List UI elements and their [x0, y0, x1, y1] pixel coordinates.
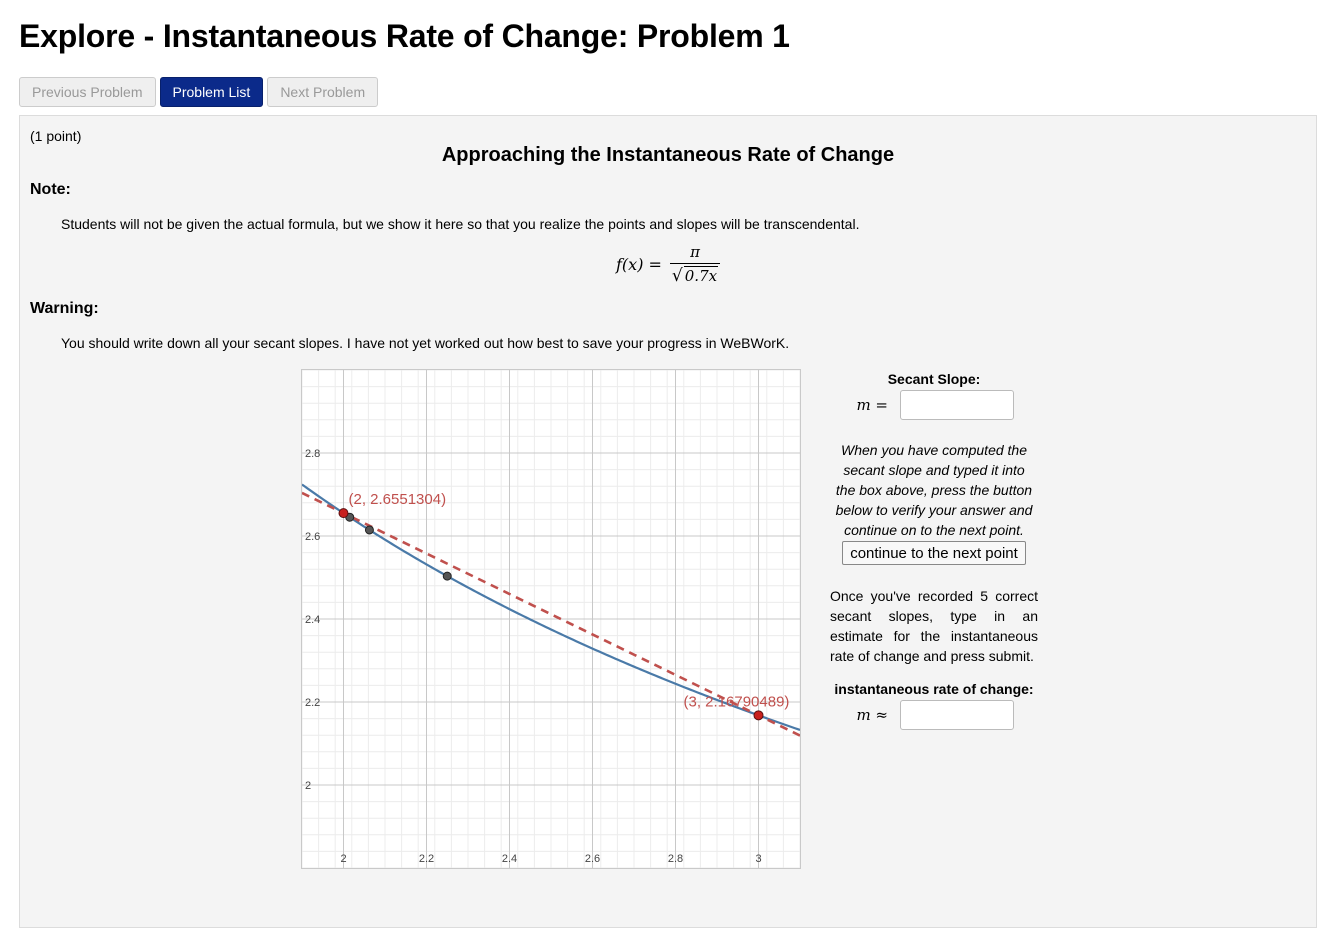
- irc-heading: instantaneous rate of change:: [834, 681, 1034, 697]
- continue-button[interactable]: continue to the next point: [842, 541, 1026, 565]
- estimate-instructions: Once you've recorded 5 correct secant sl…: [830, 588, 1038, 664]
- endpoint[interactable]: [338, 508, 349, 519]
- problem-list-button[interactable]: Problem List: [159, 77, 264, 107]
- y-tick-label: 2: [305, 780, 311, 792]
- formula-denominator: √ 0.7x: [669, 262, 721, 286]
- formula-radicand: 0.7x: [683, 265, 719, 285]
- instructions-text: When you have computed the secant slope …: [835, 442, 1033, 538]
- page-title: Explore - Instantaneous Rate of Change: …: [19, 18, 790, 54]
- note-text: Students will not be given the actual fo…: [61, 216, 860, 232]
- formula-lhs: f(x) =: [616, 254, 662, 274]
- y-tick-label: 2.2: [305, 697, 320, 709]
- secant-m-label: m =: [856, 396, 888, 414]
- note-label: Note:: [30, 181, 71, 198]
- function-curve: [302, 483, 800, 731]
- y-tick-label: 2.8: [305, 448, 320, 460]
- answer-sidebar: Secant Slope: m = When you have computed…: [830, 369, 1038, 730]
- x-tick-label: 2.2: [419, 853, 434, 865]
- formula-fraction: π √ 0.7x: [669, 242, 721, 286]
- secant-graph[interactable]: 2 2.2 2.4 2.6 2.8 3 2 2.2 2.4 2.6 2.8 (2, 2.655130…: [301, 369, 801, 869]
- next-problem-button[interactable]: Next Problem: [267, 77, 379, 107]
- irc-input[interactable]: [900, 700, 1014, 730]
- previous-problem-button[interactable]: Previous Problem: [19, 77, 156, 107]
- x-tick-label: 2: [340, 853, 346, 865]
- problem-heading: Approaching the Instantaneous Rate of Ch…: [441, 144, 895, 166]
- x-tick-label: 2.6: [585, 853, 600, 865]
- secant-slope-input[interactable]: [900, 390, 1014, 420]
- formula-numerator: π: [690, 242, 700, 261]
- problem-panel: (1 point) Approaching the Instantaneous …: [19, 115, 1317, 928]
- warning-text: You should write down all your secant sl…: [61, 335, 790, 351]
- tick-labels: 2 2.2 2.4 2.6 2.8 3 2 2.2 2.4 2.6 2.8: [305, 448, 762, 865]
- points-layer: (2, 2.6551304) (3, 2.16790489): [338, 491, 790, 721]
- sample-point[interactable]: [364, 525, 374, 535]
- y-tick-label: 2.6: [305, 531, 320, 543]
- irc-m-label: m ≈: [856, 706, 888, 724]
- x-tick-label: 3: [755, 853, 761, 865]
- grid-major: [302, 370, 800, 868]
- sample-point[interactable]: [442, 571, 452, 581]
- warning-label: Warning:: [30, 300, 99, 317]
- problem-navigation: Previous Problem Problem List Next Probl…: [19, 77, 379, 107]
- x-tick-label: 2.4: [502, 853, 517, 865]
- formula: f(x) = π √ 0.7x: [616, 240, 721, 288]
- endpoint[interactable]: [753, 710, 764, 721]
- point-label: (3, 2.16790489): [684, 693, 790, 710]
- sqrt-icon: √: [671, 265, 683, 286]
- x-tick-label: 2.8: [668, 853, 683, 865]
- graph-svg[interactable]: 2 2.2 2.4 2.6 2.8 3 2 2.2 2.4 2.6 2.8 (2, 2.655130…: [302, 370, 800, 868]
- y-tick-label: 2.4: [305, 614, 320, 626]
- secant-slope-heading: Secant Slope:: [887, 371, 981, 387]
- points-label: (1 point): [30, 128, 82, 144]
- point-label: (2, 2.6551304): [349, 491, 447, 508]
